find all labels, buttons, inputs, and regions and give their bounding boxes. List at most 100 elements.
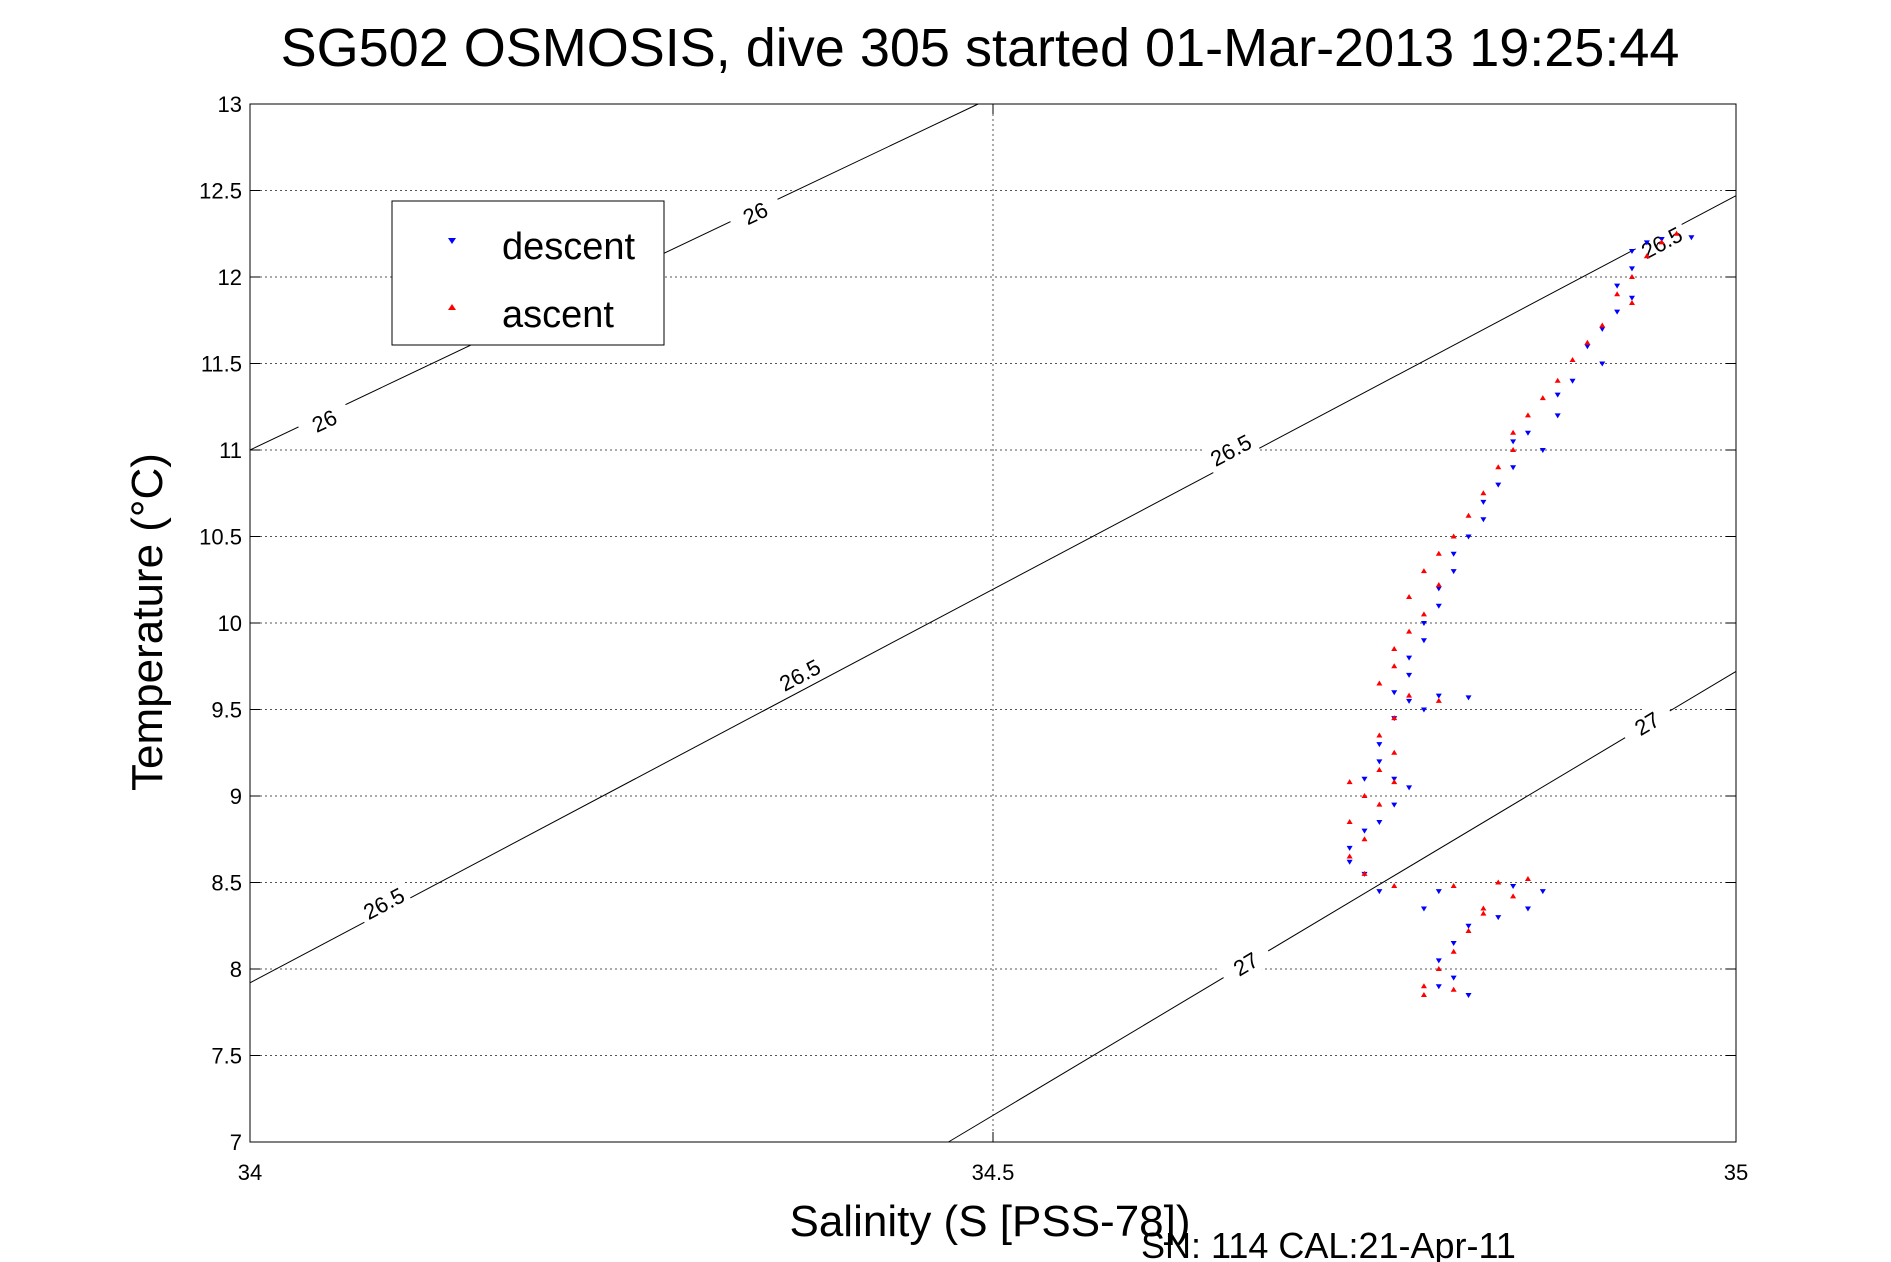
data-point-descent <box>1420 638 1427 644</box>
legend-ascent-label: ascent <box>502 294 614 336</box>
data-point-ascent <box>1406 594 1413 600</box>
data-point-ascent <box>1376 680 1383 686</box>
data-point-ascent <box>1569 357 1576 363</box>
data-point-ascent <box>1480 910 1487 916</box>
data-point-descent <box>1584 344 1591 350</box>
data-point-ascent <box>1435 697 1442 703</box>
contour-label-group: 26.5 <box>354 879 413 927</box>
data-point-ascent <box>1465 927 1472 933</box>
data-point-ascent <box>1420 983 1427 989</box>
legend-descent-marker <box>448 238 456 244</box>
data-point-ascent <box>1376 732 1383 738</box>
data-point-ascent <box>1435 966 1442 971</box>
y-tick-label: 10 <box>218 611 242 636</box>
data-point-ascent <box>1495 464 1502 470</box>
data-point-descent <box>1450 551 1457 557</box>
data-point-ascent <box>1346 779 1353 785</box>
data-point-ascent <box>1480 490 1487 496</box>
data-point-ascent <box>1450 882 1457 888</box>
data-point-descent <box>1510 465 1517 471</box>
data-point-ascent <box>1346 853 1353 859</box>
data-point-ascent <box>1391 715 1398 721</box>
y-tick-label: 7.5 <box>211 1044 242 1069</box>
y-tick-label: 7 <box>230 1130 242 1155</box>
data-point-descent <box>1361 828 1368 834</box>
contour-line <box>249 195 1737 984</box>
data-point-descent <box>1628 249 1635 255</box>
data-point-descent <box>1628 295 1635 301</box>
data-point-descent <box>1599 326 1606 332</box>
data-point-ascent <box>1643 253 1650 259</box>
data-point-descent <box>1569 378 1576 384</box>
contour-label-mask <box>1201 426 1260 474</box>
data-point-ascent <box>1420 611 1427 617</box>
data-point-descent <box>1614 309 1621 315</box>
data-point-descent <box>1406 672 1413 678</box>
legend: descent ascent <box>391 200 665 346</box>
data-point-descent <box>1643 240 1650 246</box>
y-tick-label: 10.5 <box>199 525 242 550</box>
data-point-descent <box>1435 984 1442 990</box>
data-point-ascent <box>1391 645 1398 651</box>
data-point-descent <box>1346 859 1353 865</box>
data-point-ascent <box>1346 818 1353 824</box>
y-tick-label: 8.5 <box>211 871 242 896</box>
data-point-descent <box>1539 448 1546 453</box>
data-point-ascent <box>1361 870 1368 876</box>
data-point-ascent <box>1628 274 1635 279</box>
contour-line <box>948 671 1737 1143</box>
data-point-descent <box>1435 693 1442 699</box>
chart-title: SG502 OSMOSIS, dive 305 started 01-Mar-2… <box>281 18 1680 78</box>
data-point-descent <box>1465 923 1472 929</box>
data-point-descent <box>1376 819 1383 825</box>
data-point-ascent <box>1465 512 1472 518</box>
data-point-ascent <box>1420 991 1427 997</box>
data-point-ascent <box>1420 568 1427 574</box>
data-point-descent <box>1554 413 1561 419</box>
contour-label-mask <box>354 879 413 927</box>
data-point-descent <box>1480 517 1487 523</box>
data-point-descent <box>1361 776 1368 782</box>
data-point-ascent <box>1524 876 1531 882</box>
legend-box <box>391 200 665 346</box>
data-series <box>1346 230 1695 998</box>
data-point-ascent <box>1391 779 1398 785</box>
data-point-descent <box>1391 690 1398 696</box>
data-point-ascent <box>1435 550 1442 556</box>
data-point-descent <box>1465 695 1472 701</box>
contour-label-group: 26.5 <box>770 651 829 699</box>
x-tick-label: 34.5 <box>972 1160 1015 1185</box>
data-point-descent <box>1376 742 1383 748</box>
data-point-descent <box>1524 906 1531 912</box>
data-point-ascent <box>1376 801 1383 807</box>
data-point-ascent <box>1628 299 1635 305</box>
grid <box>250 104 1736 1142</box>
contour-label-mask <box>1216 939 1275 989</box>
data-point-ascent <box>1450 986 1457 992</box>
data-point-ascent <box>1658 239 1665 245</box>
x-tick-label: 34 <box>238 1160 262 1185</box>
data-point-ascent <box>1376 767 1383 773</box>
data-point-descent <box>1539 889 1546 895</box>
data-point-ascent <box>1524 412 1531 418</box>
contour-label-mask <box>1617 698 1676 748</box>
data-point-ascent <box>1539 395 1546 401</box>
y-tick-label: 11 <box>219 438 242 463</box>
data-point-descent <box>1599 361 1606 367</box>
data-point-descent <box>1510 883 1517 889</box>
data-point-ascent <box>1480 905 1487 911</box>
x-axis-ticks: 34 34.5 35 <box>238 104 1748 1185</box>
calibration-note: SN: 114 CAL:21-Apr-11 <box>1141 1225 1516 1262</box>
data-point-descent <box>1495 482 1502 488</box>
data-point-ascent <box>1673 230 1680 236</box>
y-tick-label: 9.5 <box>211 698 242 723</box>
data-point-descent <box>1420 906 1427 912</box>
data-point-descent <box>1406 698 1413 704</box>
y-tick-label: 13 <box>218 92 242 117</box>
data-point-descent <box>1376 889 1383 895</box>
data-point-ascent <box>1361 793 1368 798</box>
data-point-ascent <box>1406 628 1413 634</box>
data-point-descent <box>1480 499 1487 505</box>
data-point-descent <box>1420 707 1427 713</box>
